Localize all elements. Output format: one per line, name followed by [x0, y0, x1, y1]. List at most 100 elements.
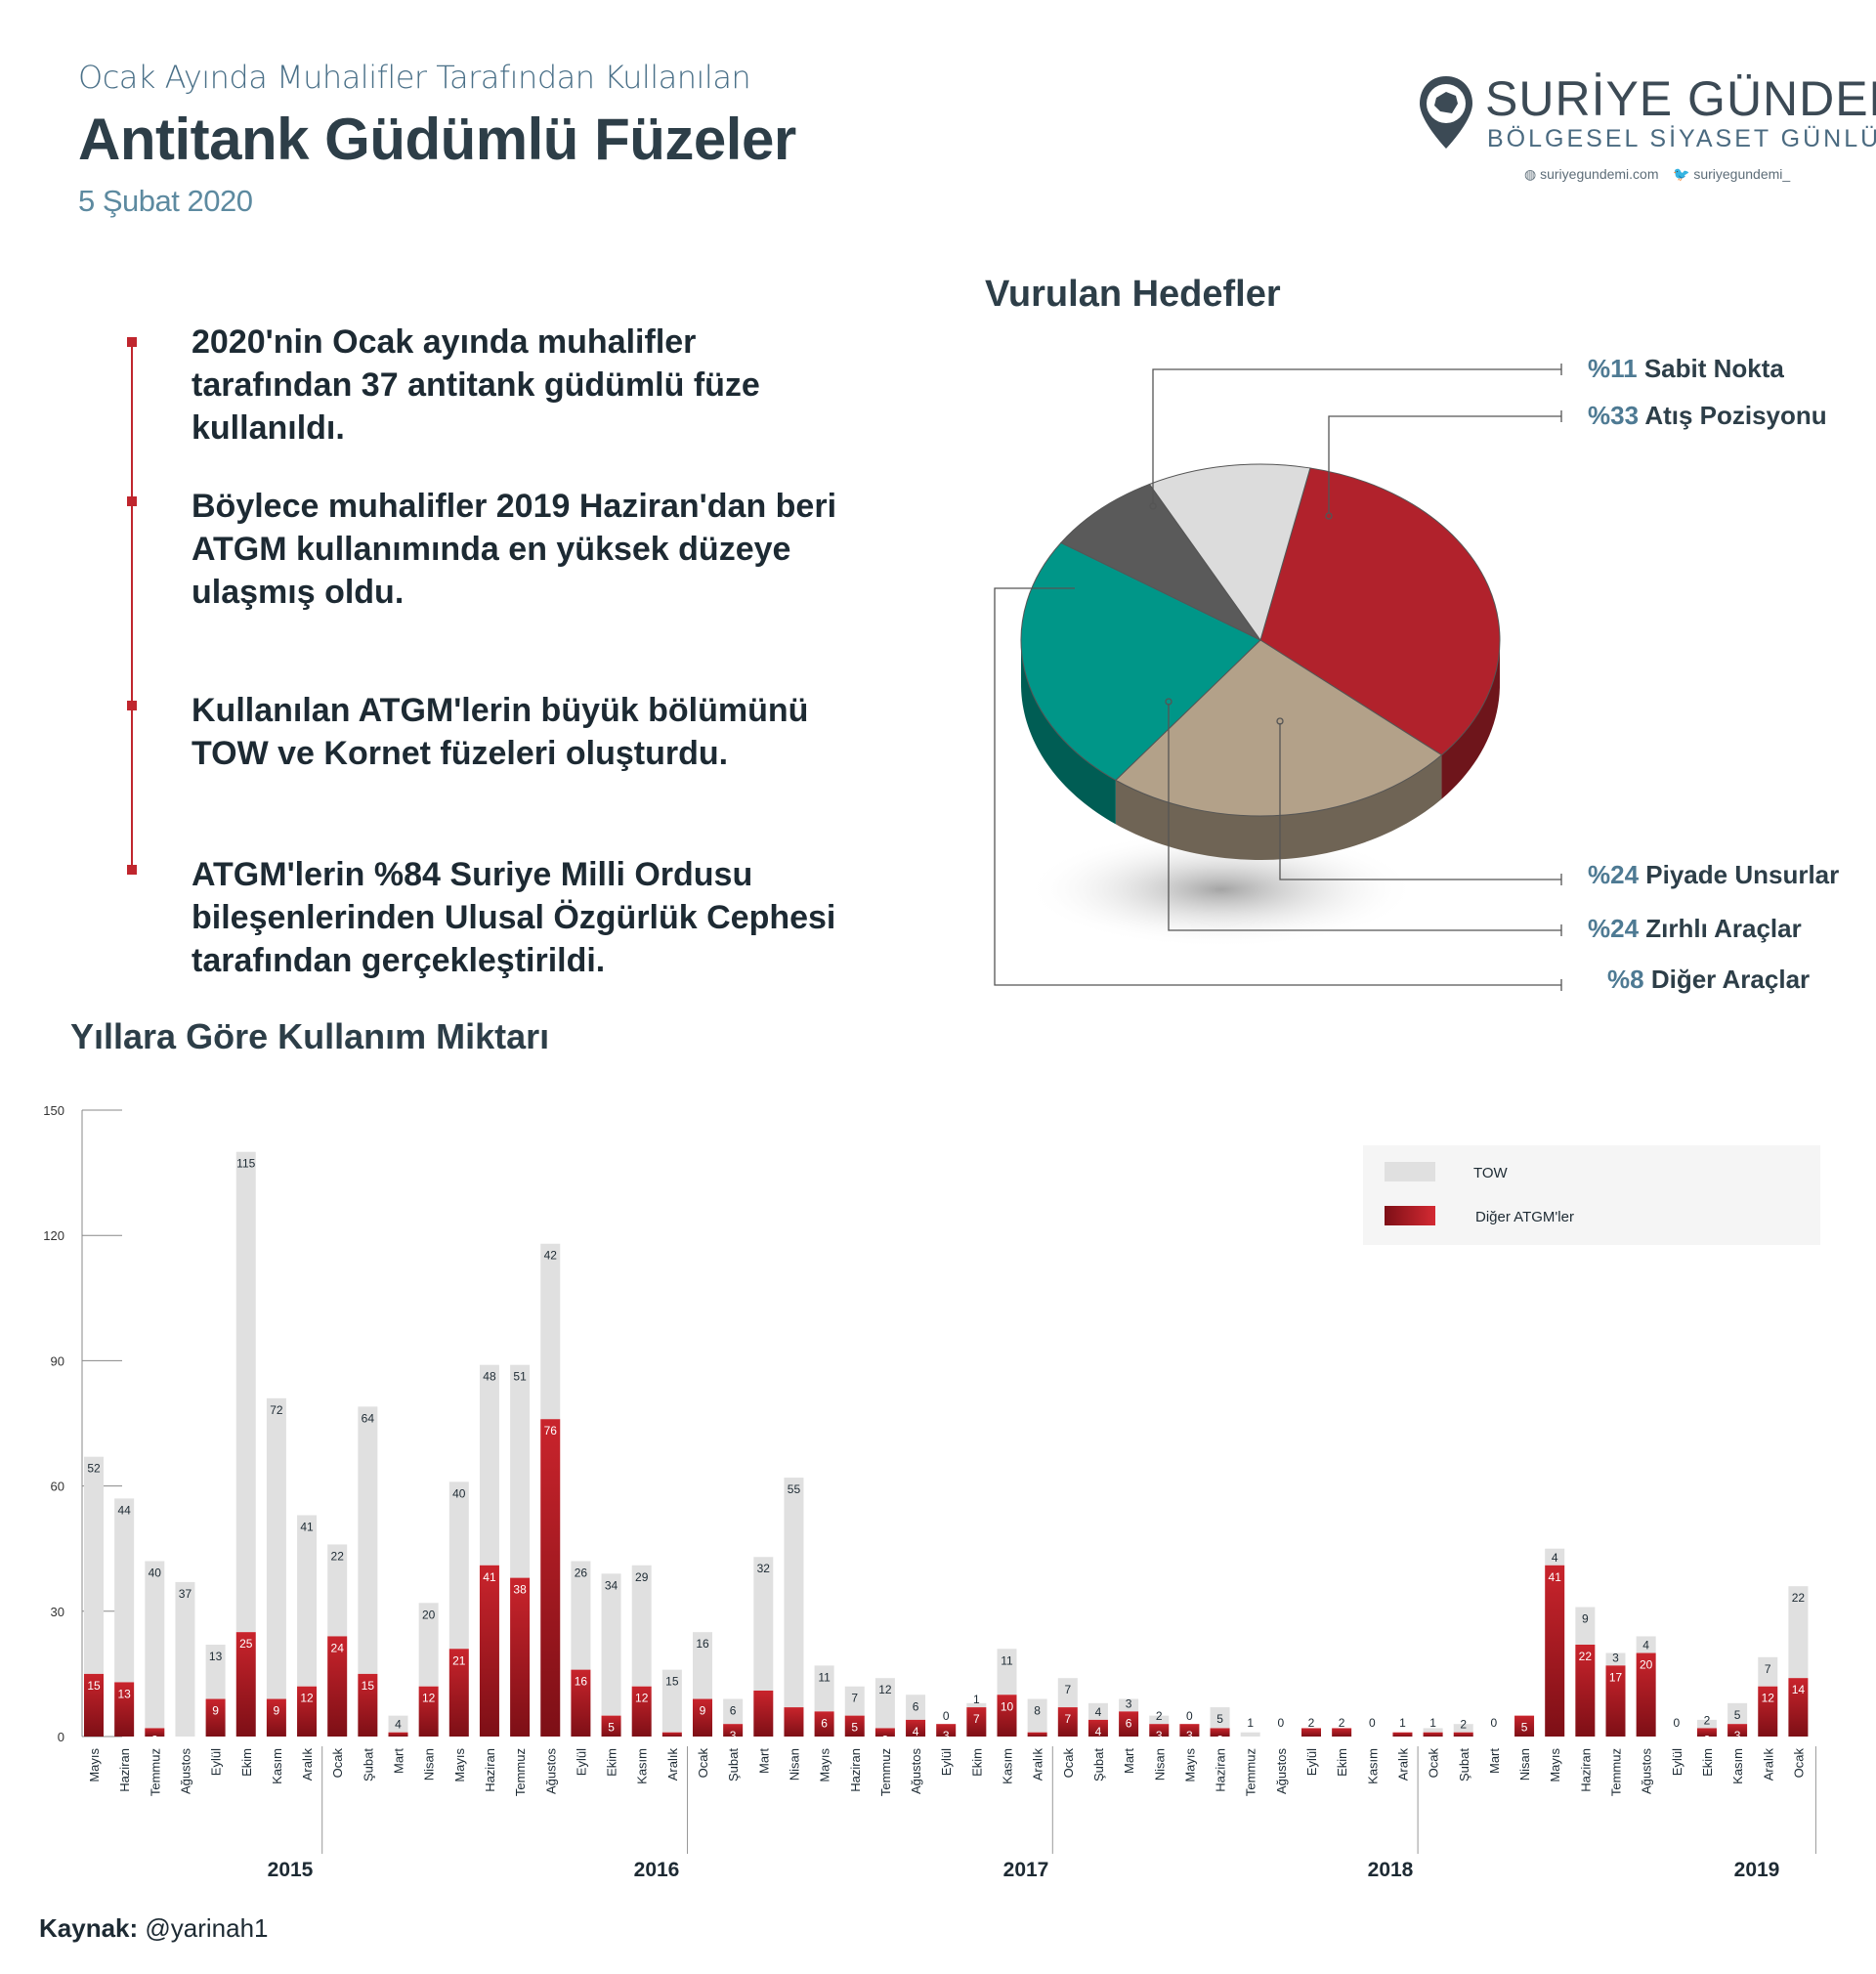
bar-other — [266, 1698, 286, 1737]
pie-shadow — [1026, 831, 1417, 948]
bullet-dot — [127, 701, 137, 710]
bar-label-other: 2 — [882, 1733, 889, 1746]
x-tick-label: Ağustos — [1274, 1748, 1289, 1794]
leader-zirhli — [1168, 704, 1561, 931]
bar-other — [297, 1686, 318, 1737]
leader-dot — [1325, 512, 1333, 520]
bar-other — [145, 1728, 165, 1737]
x-tick-label: Kasım — [635, 1748, 650, 1784]
bar-label-tow: 13 — [209, 1650, 223, 1663]
supertitle: Ocak Ayında Muhalifler Tarafından Kullan… — [78, 59, 751, 96]
pie-slice-atış-pozisyonu — [1259, 467, 1501, 756]
bar-other — [661, 1732, 682, 1737]
bar-tow — [327, 1544, 348, 1637]
bar-other — [114, 1682, 135, 1737]
bar-label-tow: 34 — [605, 1578, 618, 1592]
website-text: suriyegundemi.com — [1540, 166, 1659, 182]
x-tick-label: Şubat — [361, 1748, 375, 1781]
year-label: 2018 — [1368, 1859, 1414, 1881]
pie-slice-piyade-unsurlar — [1115, 639, 1443, 817]
x-tick-label: Temmuz — [878, 1748, 893, 1796]
brand-website[interactable]: ◍ suriyegundemi.com — [1524, 166, 1659, 182]
bar-label-other: 3 — [1156, 1729, 1163, 1742]
bar-label-tow: 40 — [452, 1486, 466, 1500]
bar-label-tow: 7 — [851, 1692, 858, 1705]
bar-other — [1301, 1728, 1321, 1737]
bar-label-other: 6 — [1126, 1716, 1132, 1730]
pie-slice-zırhlı-araçlar — [1020, 541, 1261, 781]
bar-tow — [1605, 1652, 1626, 1666]
bar-label-tow: 42 — [544, 1249, 558, 1263]
bar-tow — [1423, 1728, 1443, 1733]
bar-other — [1696, 1728, 1717, 1737]
pie-side-piyade-unsurlar — [1115, 754, 1442, 860]
bar-tow — [1545, 1548, 1565, 1566]
bar-other — [1545, 1565, 1565, 1737]
bar-label-tow: 7 — [1064, 1683, 1071, 1696]
pie-leaders — [994, 364, 1562, 991]
leader-dot — [1276, 717, 1284, 725]
bar-other — [693, 1698, 712, 1737]
x-tick-label: Haziran — [1578, 1748, 1593, 1792]
x-tick-label: Kasım — [1730, 1748, 1745, 1784]
bar-tow — [448, 1481, 469, 1650]
bar-label-tow: 2 — [1460, 1718, 1467, 1732]
legend-swatch-tow — [1385, 1162, 1435, 1181]
bar-other — [601, 1715, 621, 1737]
x-tick-label: Aralık — [300, 1748, 315, 1781]
bar-other — [1727, 1724, 1748, 1737]
bar-label-other: 3 — [1734, 1729, 1741, 1742]
bar-tow — [1788, 1586, 1809, 1679]
bar-label-other: 17 — [1609, 1670, 1623, 1684]
bar-label-tow: 6 — [730, 1704, 737, 1718]
x-tick-label: Eylül — [1670, 1748, 1684, 1776]
pie-label-pct: %11 — [1588, 354, 1638, 383]
source-label: Kaynak: — [39, 1913, 139, 1943]
bar-other — [1179, 1724, 1200, 1737]
bar-other — [1605, 1665, 1626, 1737]
year-label: 2015 — [268, 1859, 314, 1881]
year-label: 2019 — [1734, 1859, 1780, 1881]
bar-other — [936, 1724, 957, 1737]
bar-label-tow: 32 — [757, 1562, 771, 1575]
bar-label-tow: 52 — [87, 1462, 101, 1476]
pie-slice-diğer-araçlar — [1060, 483, 1261, 641]
bar-label-other: 20 — [1640, 1658, 1653, 1672]
bar-tow — [84, 1456, 104, 1674]
bar-tow — [1240, 1732, 1260, 1737]
x-tick-label: Ekim — [969, 1748, 984, 1777]
y-tick-label: 120 — [43, 1228, 64, 1243]
bar-label-other: 12 — [635, 1692, 649, 1705]
bar-tow — [997, 1649, 1017, 1695]
x-tick-label: Ekim — [1335, 1748, 1349, 1777]
pie-label-pct: %24 — [1588, 914, 1640, 943]
x-tick-label: Nisan — [422, 1748, 437, 1781]
x-tick-label: Eylül — [939, 1748, 954, 1776]
bar-tow — [966, 1702, 987, 1708]
brand-subtitle: BÖLGESEL SİYASET GÜNLÜĞÜ — [1487, 125, 1876, 152]
bar-label-other: 5 — [1521, 1721, 1528, 1735]
bar-other — [1423, 1732, 1443, 1737]
x-tick-label: Şubat — [1091, 1748, 1106, 1781]
bar-other — [205, 1698, 226, 1737]
x-tick-label: Mart — [1487, 1748, 1502, 1774]
bar-label-other: 9 — [274, 1704, 280, 1718]
bar-label-other: 2 — [1216, 1733, 1223, 1746]
bullet-text-4: ATGM'lerin %84 Suriye Milli Ordusu bileş… — [192, 856, 836, 979]
bar-other — [358, 1673, 378, 1737]
x-tick-label: Temmuz — [513, 1748, 528, 1796]
bar-label-tow: 2 — [1339, 1716, 1345, 1730]
bar-tow — [1575, 1607, 1596, 1645]
x-tick-label: Mart — [1122, 1748, 1136, 1774]
bar-tow — [1727, 1702, 1748, 1725]
pie-label-pct: %8 — [1607, 965, 1644, 994]
leader-dot — [1165, 698, 1172, 706]
pie-top — [1020, 463, 1501, 817]
bar-tow — [1087, 1702, 1108, 1720]
pie-label-text: Sabit Nokta — [1643, 354, 1784, 383]
x-tick-label: Kasım — [1365, 1748, 1380, 1784]
brand-twitter[interactable]: 🐦 suriyegundemi_ — [1673, 166, 1791, 182]
bar-label-tow: 1 — [1429, 1716, 1436, 1730]
x-tick-label: Mayıs — [818, 1748, 832, 1782]
bar-label-other: 1 — [1460, 1738, 1467, 1751]
